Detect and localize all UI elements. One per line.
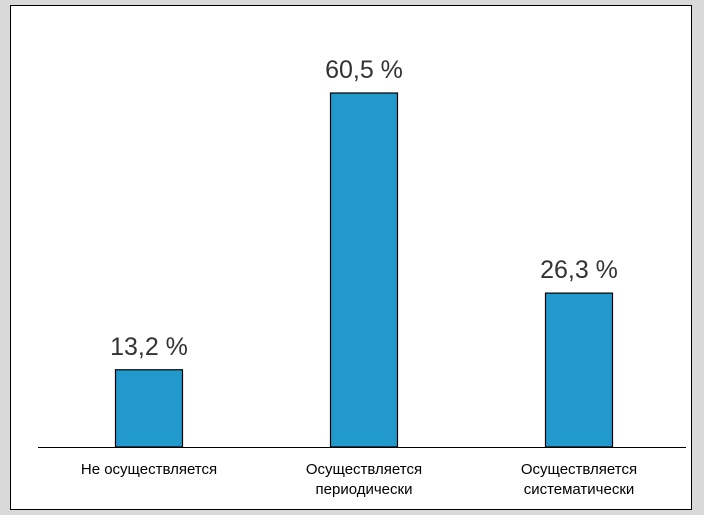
data-label-1: 13,2 %	[110, 333, 188, 361]
bar-2	[329, 92, 399, 448]
bar-3	[544, 292, 614, 448]
category-label-2-line-1: Осуществляется	[306, 461, 422, 478]
category-label-3-line-2: систематически	[524, 481, 635, 498]
category-label-1: Не осуществляется	[81, 461, 217, 478]
category-label-3-line-1: Осуществляется	[521, 461, 637, 478]
bar-1	[114, 369, 184, 448]
data-label-3: 26,3 %	[540, 256, 618, 284]
category-label-2-line-2: периодически	[316, 481, 413, 498]
data-label-2: 60,5 %	[325, 56, 403, 84]
